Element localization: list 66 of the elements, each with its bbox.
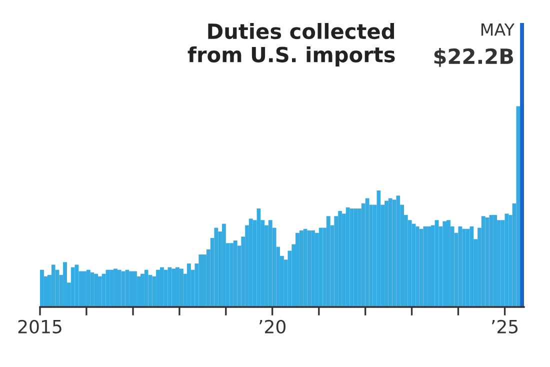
bar [326, 216, 330, 307]
bar [466, 228, 470, 307]
x-tick-label: ’20 [260, 320, 286, 334]
bar [485, 218, 490, 307]
bar [256, 208, 261, 307]
bar [198, 254, 202, 307]
bar [520, 23, 524, 307]
bar [63, 262, 67, 307]
bar [186, 264, 191, 307]
bar [110, 270, 114, 307]
bar [51, 264, 56, 307]
x-tick-label: 2015 [18, 320, 62, 334]
bar [516, 106, 520, 307]
bar [86, 270, 90, 307]
text: Duties collected from U.S. imports [188, 23, 395, 66]
bar [160, 267, 164, 307]
bar [384, 200, 388, 307]
bar [365, 198, 370, 307]
bar [481, 216, 486, 307]
bar [470, 226, 474, 307]
bar [268, 220, 272, 307]
bar [458, 226, 462, 307]
bar [350, 208, 354, 307]
bar [299, 230, 304, 307]
bar [489, 214, 494, 307]
bar [230, 243, 234, 307]
bar [346, 207, 350, 307]
bar [125, 270, 130, 307]
bar [493, 214, 498, 307]
bar [168, 267, 172, 307]
bar [90, 272, 94, 307]
bar [98, 276, 102, 307]
bar [40, 270, 44, 307]
bar [392, 200, 396, 307]
bar [434, 220, 439, 307]
bar [94, 274, 98, 307]
bar [179, 268, 184, 307]
bar [295, 232, 300, 307]
bar [388, 198, 392, 307]
bar [248, 218, 253, 307]
bar [354, 208, 358, 307]
bar [144, 270, 148, 307]
bar [74, 264, 79, 307]
bar [416, 226, 420, 307]
bar [214, 228, 218, 307]
bar [376, 190, 381, 307]
bar [102, 274, 106, 307]
bar [338, 211, 342, 307]
bar [172, 268, 176, 307]
bar [318, 228, 323, 307]
x-tick-label: ’25 [492, 320, 518, 334]
bar [307, 230, 312, 307]
bar [70, 267, 75, 307]
bar [233, 240, 238, 307]
bar [462, 228, 466, 307]
bar [303, 228, 308, 307]
bar [222, 224, 226, 307]
bar [129, 271, 134, 307]
bar [82, 271, 86, 307]
bar [311, 230, 315, 307]
bar [442, 221, 447, 307]
bar [396, 196, 400, 307]
bar [423, 226, 428, 307]
annotation: MAY [481, 24, 515, 36]
annotation: $22.2B [434, 48, 514, 67]
bar [117, 270, 122, 307]
